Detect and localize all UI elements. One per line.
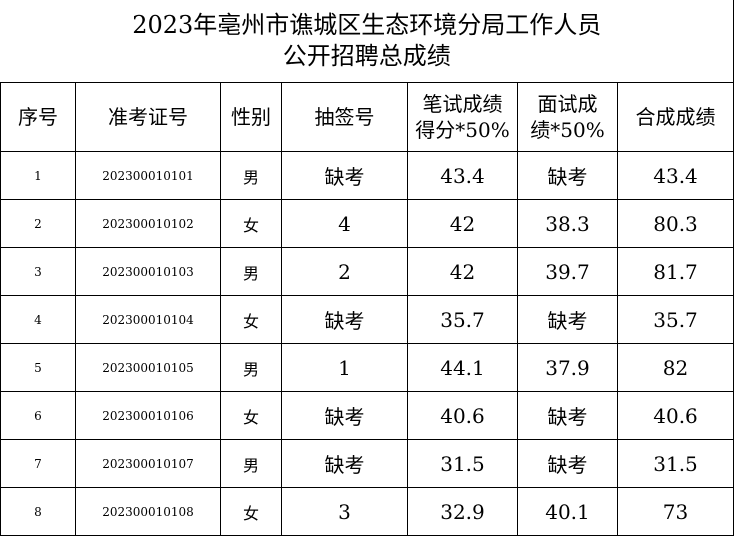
table-cell: 5 [0,343,76,392]
title-row: 2023年亳州市谯城区生态环境分局工作人员 公开招聘总成绩 [0,0,734,83]
table-row: 7 202300010107 男缺考 31.5 缺考 31.5 [0,439,734,488]
table-cell: 1 [0,151,76,200]
table-row: 4 202300010104 女缺考 35.7 缺考 35.7 [0,295,734,344]
column-header: 抽签号 [281,82,408,152]
table-cell: 31.5 [407,439,518,488]
table-cell: 202300010108 [75,487,221,536]
table-cell: 202300010104 [75,295,221,344]
table-cell: 202300010105 [75,343,221,392]
table-cell: 男 [220,343,282,392]
table-cell: 6 [0,391,76,440]
column-header: 准考证号 [75,82,221,152]
table-cell: 81.7 [616,247,734,296]
table-cell: 38.3 [517,199,618,248]
table-cell: 2 [281,247,408,296]
table-cell: 80.3 [616,199,734,248]
table-cell: 男 [220,247,282,296]
column-header: 笔试成绩 得分*50% [407,82,518,152]
table-cell: 42 [407,247,518,296]
column-header: 面试成 绩*50% [517,82,618,152]
table-cell: 8 [0,487,76,536]
table-cell: 4 [281,199,408,248]
column-header: 合成成绩 [616,82,734,152]
title: 2023年亳州市谯城区生态环境分局工作人员 公开招聘总成绩 [0,0,734,83]
table-cell: 男 [220,439,282,488]
table-cell: 女 [220,391,282,440]
table-cell: 39.7 [517,247,618,296]
table-row: 2 202300010102 女 4 42 38.3 80.3 [0,199,734,248]
table-cell: 202300010107 [75,439,221,488]
table-cell: 43.4 [407,151,518,200]
column-header: 序号 [0,82,76,152]
table-cell: 缺考 [281,295,408,344]
table-cell: 37.9 [517,343,618,392]
table-row: 8 202300010108 女 3 32.9 40.1 73 [0,487,734,536]
table-cell: 202300010101 [75,151,221,200]
table-cell: 82 [616,343,734,392]
table-cell: 3 [281,487,408,536]
table-cell: 缺考 [281,391,408,440]
table-cell: 35.7 [616,295,734,344]
table-row: 6 202300010106 女缺考 40.6 缺考 40.6 [0,391,734,440]
table-cell: 40.1 [517,487,618,536]
table-cell: 35.7 [407,295,518,344]
table-cell: 女 [220,295,282,344]
table-cell: 男 [220,151,282,200]
table-row: 3 202300010103 男 2 42 39.7 81.7 [0,247,734,296]
table-cell: 缺考 [281,151,408,200]
table-cell: 32.9 [407,487,518,536]
title-line: 2023年亳州市谯城区生态环境分局工作人员 [132,11,602,39]
title-line: 公开招聘总成绩 [282,42,451,70]
table-cell: 缺考 [517,151,618,200]
table-cell: 43.4 [616,151,734,200]
table-cell: 42 [407,199,518,248]
table-cell: 1 [281,343,408,392]
table-cell: 202300010102 [75,199,221,248]
table-cell: 31.5 [616,439,734,488]
table-cell: 202300010103 [75,247,221,296]
table-cell: 缺考 [517,439,618,488]
table-cell: 202300010106 [75,391,221,440]
header-row: 序号 准考证号 性别 抽签号 笔试成绩 得分*50% 面试成 绩*50% 合成成绩 [0,82,734,152]
table-cell: 4 [0,295,76,344]
table-row: 5 202300010105 男 1 44.1 37.9 82 [0,343,734,392]
table-cell: 2 [0,199,76,248]
table-cell: 40.6 [407,391,518,440]
table-cell: 缺考 [281,439,408,488]
table-cell: 44.1 [407,343,518,392]
column-header: 性别 [220,82,282,152]
table-cell: 7 [0,439,76,488]
table-cell: 缺考 [517,391,618,440]
table-cell: 40.6 [616,391,734,440]
table-cell: 73 [616,487,734,536]
table-cell: 缺考 [517,295,618,344]
table-cell: 女 [220,199,282,248]
table-cell: 女 [220,487,282,536]
table-cell: 3 [0,247,76,296]
table-row: 1 202300010101 男缺考 43.4 缺考 43.4 [0,151,734,200]
